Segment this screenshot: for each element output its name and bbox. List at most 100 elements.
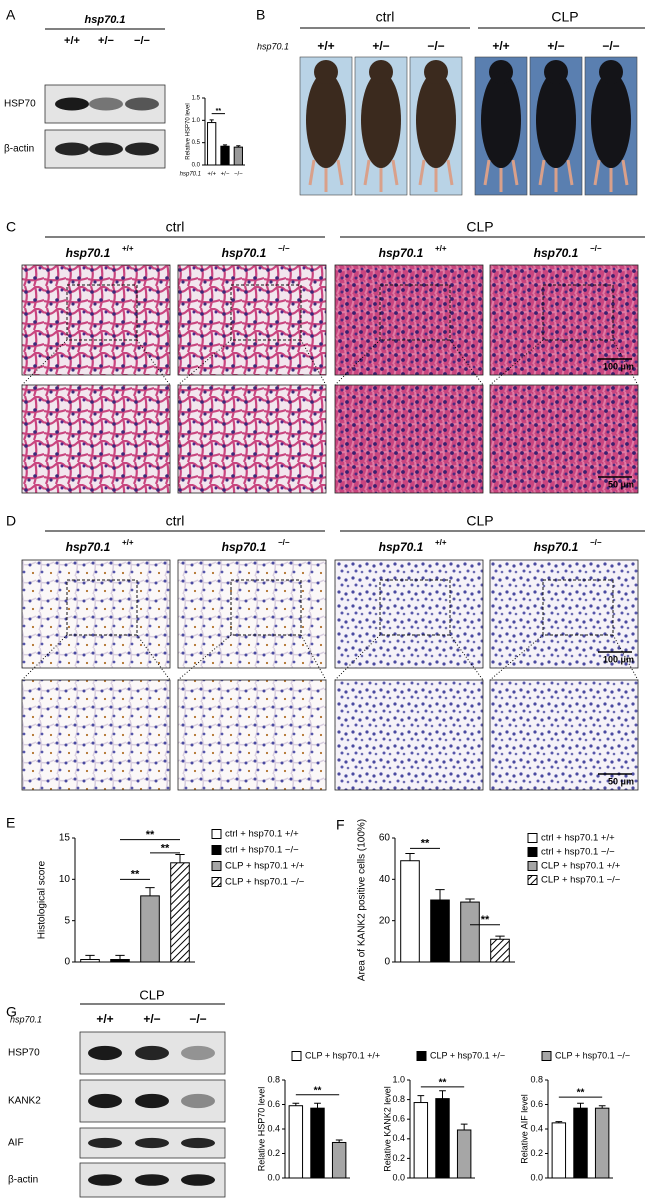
bar [551, 1122, 567, 1179]
error-bar [439, 1090, 446, 1099]
genotype-label: +/− [143, 1012, 160, 1026]
blot-band [181, 1137, 215, 1149]
blot-band [181, 1045, 215, 1061]
zoom-line [136, 634, 171, 681]
legend-swatch [416, 1051, 427, 1061]
heading-genotype: +/+ [435, 538, 447, 547]
blot-band [89, 97, 123, 111]
bar [435, 1098, 450, 1179]
zoom-box [230, 284, 302, 341]
legend-swatch [291, 1051, 302, 1061]
y-tick-label: 5 [64, 915, 70, 926]
blot-band [88, 1093, 122, 1109]
blot-band [88, 1174, 122, 1186]
heading-gene: hsp70.1 [379, 246, 424, 260]
y-tick-label: 1.0 [392, 1074, 405, 1084]
mouse-legs [363, 159, 399, 192]
heading-genotype: +/+ [435, 244, 447, 253]
bar [573, 1107, 588, 1179]
error-bar [435, 889, 445, 900]
micrograph [334, 264, 484, 376]
y-tick-label: 0.2 [267, 1148, 280, 1158]
mouse-body [306, 72, 346, 168]
genotype-label: +/− [547, 39, 564, 53]
y-axis-label: Relative HSP70 level [186, 103, 192, 159]
genotype-label: +/+ [96, 1012, 113, 1026]
x-axis-label: hsp70.1 [180, 172, 201, 178]
error-bar [405, 853, 415, 861]
error-bar [555, 1121, 563, 1123]
blot-band [135, 1174, 169, 1186]
x-tick-label: +/+ [207, 172, 216, 178]
scale-bar-label: 50 μm [608, 479, 634, 489]
legend-label: CLP + hsp70.1 −/− [225, 877, 305, 888]
mouse-body [361, 72, 401, 168]
group-label: ctrl [166, 513, 185, 529]
y-tick-label: 0.2 [392, 1153, 405, 1163]
mouse-legs [593, 159, 629, 192]
significance-label: ** [161, 842, 170, 854]
bar [288, 1105, 304, 1179]
blot-label: KANK2 [8, 1096, 41, 1107]
y-axis-label: Relative AIF level [519, 1094, 529, 1164]
gene-label: hsp70.1 [85, 14, 126, 26]
bar [110, 959, 130, 963]
micrograph [177, 559, 327, 669]
scale-bar-label: 100 μm [603, 361, 634, 371]
genotype-label: −/− [134, 35, 150, 47]
legend-label: CLP + hsp70.1 +/+ [225, 861, 305, 872]
mouse-legs [538, 159, 574, 192]
bar [80, 959, 100, 963]
y-tick-label: 0.2 [530, 1148, 543, 1158]
mouse-head [489, 60, 513, 84]
zoom-line [136, 339, 171, 386]
genotype-label: +/+ [64, 35, 80, 47]
error-bar [417, 1095, 425, 1103]
error-bar [236, 145, 241, 148]
x-tick-label: +/− [221, 172, 230, 178]
micrograph [21, 264, 171, 376]
heading-gene: hsp70.1 [379, 540, 424, 554]
y-tick-label: 0.0 [392, 1172, 405, 1182]
micrograph-zoom [334, 384, 484, 494]
panel-label: B [256, 7, 265, 23]
mouse-body [416, 72, 456, 168]
zoom-line [449, 339, 484, 386]
blot-band [125, 97, 159, 111]
legend-swatch [527, 875, 538, 885]
zoom-box [542, 284, 614, 341]
legend-swatch [527, 847, 538, 857]
bar [460, 901, 480, 963]
mouse-body [591, 72, 631, 168]
legend-label: CLP + hsp70.1 −/− [555, 1050, 630, 1060]
y-tick-label: 0.6 [530, 1099, 543, 1109]
y-axis-label: Relative HSP70 level [256, 1087, 266, 1172]
legend-swatch [211, 829, 222, 839]
y-tick-label: 1.0 [192, 118, 201, 124]
blot-band [125, 142, 159, 156]
zoom-box [542, 579, 614, 636]
micrograph-zoom [177, 679, 327, 791]
blot-label: HSP70 [4, 99, 36, 110]
error-bar [115, 954, 125, 960]
blot-label: β-actin [8, 1175, 38, 1186]
bar [310, 1107, 325, 1179]
significance-label: ** [439, 1077, 447, 1088]
genotype-label: +/− [372, 39, 389, 53]
micrograph-zoom [489, 679, 639, 791]
bar [490, 938, 510, 963]
legend-label: CLP + hsp70.1 +/+ [305, 1050, 380, 1060]
genotype-label: −/− [427, 39, 444, 53]
heading-gene: hsp70.1 [534, 246, 579, 260]
mouse-head [424, 60, 448, 84]
y-tick-label: 15 [59, 833, 71, 844]
bar [400, 860, 420, 963]
heading-genotype: −/− [278, 244, 290, 253]
group-label: ctrl [376, 9, 395, 25]
group-label: ctrl [166, 219, 185, 235]
genotype-label: −/− [602, 39, 619, 53]
y-tick-label: 0.8 [392, 1094, 405, 1104]
error-bar [222, 144, 228, 147]
mouse-body [481, 72, 521, 168]
zoom-box [66, 284, 138, 341]
